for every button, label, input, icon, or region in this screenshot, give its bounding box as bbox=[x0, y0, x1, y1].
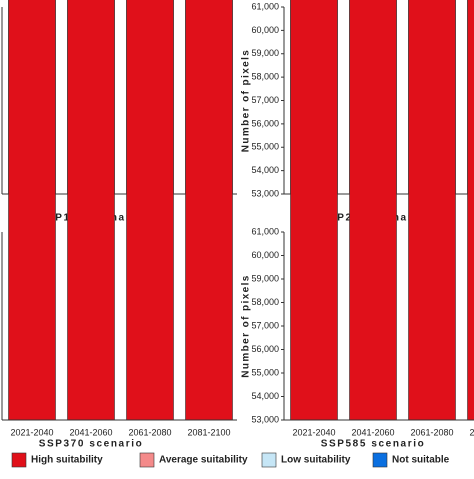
chart-panel: 2021-2040 2041-2060 2061-2080 2081-2100 53,0… bbox=[241, 0, 474, 450]
bar-segment bbox=[409, 0, 456, 420]
x-tick-label: 2021-2040 bbox=[10, 427, 53, 437]
legend-swatch bbox=[140, 453, 154, 467]
y-tick-label: 57,000 bbox=[251, 320, 279, 330]
legend-swatch bbox=[12, 453, 26, 467]
y-tick-label: 55,000 bbox=[251, 367, 279, 377]
legend-swatch bbox=[373, 453, 387, 467]
y-axis-label: Number of pixels bbox=[241, 49, 252, 153]
x-tick-label: 2041-2060 bbox=[351, 427, 394, 437]
y-tick-label: 58,000 bbox=[251, 297, 279, 307]
y-tick-label: 60,000 bbox=[251, 25, 279, 35]
x-axis-label: SSP370 scenario bbox=[39, 439, 144, 450]
legend-label: High suitability bbox=[31, 455, 103, 466]
y-tick-label: 59,000 bbox=[251, 273, 279, 283]
bar-segment bbox=[9, 0, 56, 420]
x-tick-label: 2041-2060 bbox=[69, 427, 112, 437]
x-tick-label: 2061-2080 bbox=[410, 427, 453, 437]
y-tick-label: 59,000 bbox=[251, 48, 279, 58]
legend-label: Average suitability bbox=[159, 455, 248, 466]
bar-segment bbox=[350, 0, 397, 420]
y-tick-label: 53,000 bbox=[251, 414, 279, 424]
y-tick-label: 54,000 bbox=[251, 165, 279, 175]
x-tick-label: 2061-2080 bbox=[128, 427, 171, 437]
y-axis-label: Number of pixels bbox=[241, 274, 252, 378]
bar-segment bbox=[186, 0, 233, 420]
y-tick-label: 57,000 bbox=[251, 95, 279, 105]
legend-swatch bbox=[262, 453, 276, 467]
y-tick-label: 58,000 bbox=[251, 72, 279, 82]
bar-segment bbox=[468, 0, 474, 420]
y-tick-label: 56,000 bbox=[251, 118, 279, 128]
y-tick-label: 56,000 bbox=[251, 344, 279, 354]
x-tick-label: 2021-2040 bbox=[292, 427, 335, 437]
x-axis-label: SSP585 scenario bbox=[321, 439, 426, 450]
bar-segment bbox=[291, 0, 338, 420]
y-tick-label: 60,000 bbox=[251, 250, 279, 260]
bar-segment bbox=[68, 0, 115, 420]
chart-panel: 2021-2040 2041-2060 2061-2080 2081-2100 SSP3… bbox=[2, 0, 242, 450]
y-tick-label: 53,000 bbox=[251, 188, 279, 198]
x-tick-label: 2081-2100 bbox=[469, 427, 474, 437]
x-tick-label: 2081-2100 bbox=[187, 427, 230, 437]
legend-label: Not suitable bbox=[392, 455, 450, 466]
y-tick-label: 61,000 bbox=[251, 226, 279, 236]
y-tick-label: 54,000 bbox=[251, 391, 279, 401]
y-tick-label: 61,000 bbox=[251, 1, 279, 11]
bar-segment bbox=[127, 0, 174, 420]
y-tick-label: 55,000 bbox=[251, 142, 279, 152]
legend-label: Low suitability bbox=[281, 455, 351, 466]
